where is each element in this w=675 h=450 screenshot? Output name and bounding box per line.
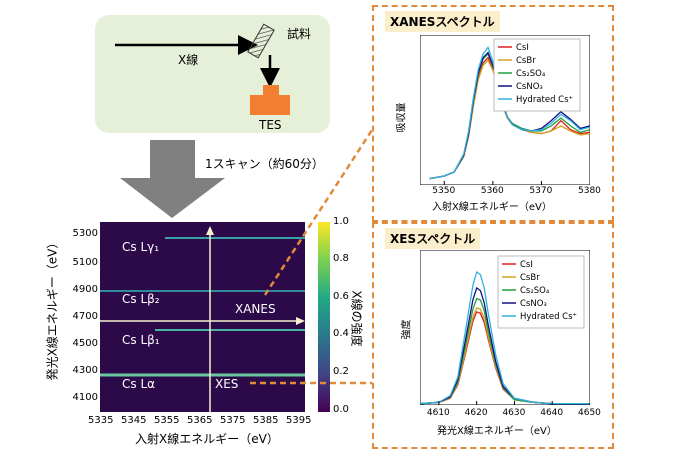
cbar-tick: 0.4 [333,328,349,339]
x-tick-label: 5380 [578,186,601,196]
x-tick-label: 4630 [502,408,526,418]
legend-label: Hydrated Cs⁺ [520,312,577,322]
x-tick-label: 5350 [432,186,456,196]
colorbar [318,222,330,412]
experiment-schematic: X線 試料 TES [95,15,330,133]
emission-map: Cs Lγ₁ Cs Lβ₂ Cs Lβ₁ Cs Lα XANES XES [100,222,305,412]
cbar-tick: 1.0 [333,216,349,227]
cbar-tick: 0.6 [333,291,349,302]
y-tick: 5300 [72,228,98,239]
x-tick-label: 5360 [480,186,504,196]
cbar-tick: 0.0 [333,404,349,415]
legend-label: CsBr [516,56,536,66]
tes-detector-icon [263,85,279,95]
y-tick: 4500 [72,338,98,349]
legend-label: CsNO₃ [516,82,543,92]
xes-panel [372,222,614,449]
xes-ylabel: 強度 [401,319,413,340]
x-tick: 5385 [253,415,279,426]
xes-x-ticks: 4610 4620 4630 4640 4650 [420,408,601,422]
legend-label: CsNO₃ [520,299,547,309]
map-x-ticks: 5335 5345 5355 5365 5375 5385 5395 [88,415,318,429]
map-ylabel: 発光X線エネルギー（eV） [45,236,60,381]
y-tick: 4900 [72,284,98,295]
xanes-title: XANESスペクトル [385,11,500,32]
label-cs-la: Cs Lα [122,377,156,391]
x-tick-label: 4640 [540,408,564,418]
y-tick: 4700 [72,311,98,322]
xanes-x-ticks: 5350 5360 5370 5380 [420,186,601,200]
legend-label: CsI [520,260,533,270]
x-tick: 5335 [88,415,114,426]
label-cs-lb1: Cs Lβ₁ [122,333,160,347]
scan-label: 1スキャン（約60分） [205,157,324,171]
map-xlabel: 入射X線エネルギー（eV） [135,432,279,446]
x-tick: 5345 [121,415,147,426]
cbar-tick: 0.8 [333,253,349,264]
scan-down-arrow [120,140,225,218]
sample-label: 試料 [287,27,312,41]
label-xanes: XANES [235,302,276,316]
y-tick: 4300 [72,365,98,376]
series-line-4 [420,270,590,405]
legend-label: Cs₂SO₄ [516,69,546,79]
legend-label: CsI [516,43,529,53]
y-tick: 4100 [72,392,98,403]
xes-title: XESスペクトル [385,228,481,249]
label-xes: XES [215,377,239,391]
legend-label: Cs₂SO₄ [520,286,550,296]
x-tick: 5395 [286,415,312,426]
legend-label: Hydrated Cs⁺ [516,95,573,105]
beam-label: X線 [178,53,199,67]
x-tick-label: 4610 [426,408,450,418]
label-cs-lg1: Cs Lγ₁ [122,240,160,254]
xanes-chart: CsI CsBr Cs₂SO₄ CsNO₃ Hydrated Cs⁺ [420,35,590,185]
detector-label: TES [259,118,282,132]
x-tick: 5375 [220,415,246,426]
xes-xlabel: 発光X線エネルギー（eV） [437,426,557,437]
xanes-xlabel: 入射X線エネルギー（eV） [432,202,552,213]
tes-detector-base [250,95,290,115]
map-y-ticks: 5300 5100 4900 4700 4500 4300 4100 [60,222,98,412]
y-tick: 5100 [72,257,98,268]
x-tick: 5355 [154,415,180,426]
sample-icon [247,23,275,59]
xanes-panel [372,5,614,222]
colorbar-label: X線の強度 [349,290,364,347]
x-tick: 5365 [187,415,213,426]
x-tick-label: 5370 [529,186,553,196]
x-tick-label: 4650 [578,408,601,418]
schematic-drawing [115,23,290,115]
legend-label: CsBr [520,273,540,283]
cbar-tick: 0.2 [333,366,349,377]
xanes-ylabel: 吸収量 [396,102,408,133]
x-tick-label: 4620 [464,408,488,418]
xes-chart: CsI CsBr Cs₂SO₄ CsNO₃ Hydrated Cs⁺ [420,250,590,405]
map-svg [100,226,305,412]
label-cs-lb2: Cs Lβ₂ [122,292,160,306]
